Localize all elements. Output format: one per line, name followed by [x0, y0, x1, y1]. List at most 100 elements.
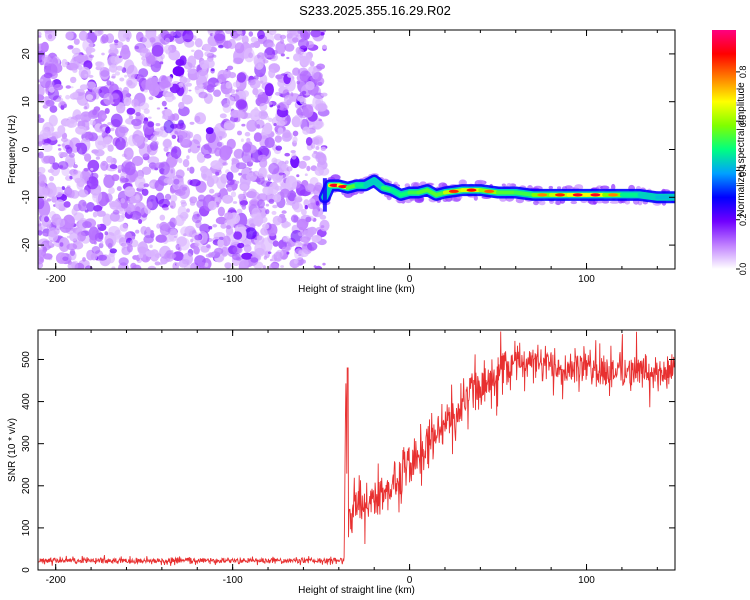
- noise-blob: [141, 166, 152, 175]
- noise-blob: [314, 265, 323, 269]
- noise-blob: [306, 165, 311, 172]
- noise-blob: [268, 68, 276, 79]
- noise-blob: [66, 146, 73, 154]
- noise-blob: [235, 89, 239, 92]
- noise-blob: [84, 209, 89, 213]
- noise-blob: [268, 251, 272, 254]
- noise-blob: [241, 35, 249, 45]
- noise-blob: [183, 62, 193, 70]
- noise-blob: [54, 186, 64, 198]
- noise-blob: [302, 230, 312, 236]
- noise-blob: [53, 83, 64, 91]
- noise-blob: [124, 74, 128, 78]
- noise-blob: [273, 123, 277, 127]
- spectrogram-x-tick-label: -100: [223, 274, 243, 285]
- noise-blob: [204, 51, 211, 57]
- noise-blob: [218, 44, 224, 49]
- noise-blob: [216, 141, 223, 147]
- ridge-segment: [513, 190, 536, 197]
- noise-blob: [110, 101, 115, 105]
- noise-blob: [102, 213, 112, 226]
- noise-blob: [59, 242, 64, 247]
- noise-blob: [149, 37, 156, 43]
- noise-blob: [235, 162, 247, 170]
- noise-blob: [41, 250, 47, 257]
- noise-blob: [228, 89, 236, 94]
- noise-blob: [191, 213, 202, 224]
- snr-y-tick-label: 500: [21, 351, 32, 368]
- noise-blob: [110, 127, 115, 132]
- noise-blob: [236, 30, 242, 35]
- noise-blob: [159, 214, 166, 221]
- noise-blob: [189, 139, 201, 154]
- noise-blob: [143, 120, 148, 124]
- noise-blob: [273, 33, 283, 41]
- noise-blob: [314, 166, 324, 176]
- noise-blob: [41, 155, 51, 164]
- noise-blob: [291, 203, 296, 207]
- noise-blob: [135, 229, 140, 234]
- noise-blob: [220, 100, 227, 105]
- noise-blob: [257, 193, 268, 202]
- noise-blob: [217, 206, 225, 217]
- noise-blob: [272, 193, 282, 203]
- noise-blob: [109, 43, 116, 48]
- noise-blob: [65, 85, 72, 89]
- noise-blob: [219, 113, 227, 119]
- noise-blob: [67, 261, 79, 269]
- noise-blob: [298, 160, 307, 169]
- noise-blob: [193, 49, 204, 60]
- noise-blob: [101, 139, 110, 148]
- noise-blob: [38, 84, 45, 98]
- noise-blob: [117, 30, 128, 42]
- noise-blob: [286, 56, 290, 60]
- noise-blob: [100, 160, 109, 171]
- noise-blob: [183, 78, 191, 83]
- noise-blob: [75, 54, 87, 63]
- noise-blob: [263, 255, 268, 260]
- noise-blob: [256, 235, 263, 241]
- noise-blob: [80, 111, 92, 123]
- noise-blob: [72, 164, 78, 169]
- noise-blob: [57, 125, 66, 135]
- noise-blob: [138, 68, 149, 78]
- ridge-halo-blob: [442, 198, 448, 202]
- noise-blob: [237, 242, 245, 249]
- noise-blob: [270, 54, 276, 59]
- noise-blob: [214, 30, 226, 44]
- noise-blob: [84, 176, 90, 182]
- noise-blob: [299, 236, 311, 243]
- noise-blob: [304, 205, 308, 210]
- noise-blob: [49, 105, 58, 113]
- noise-blob: [123, 86, 129, 94]
- noise-blob: [320, 92, 328, 97]
- noise-blob: [143, 88, 148, 93]
- noise-blob: [58, 148, 62, 151]
- noise-blob: [159, 245, 172, 259]
- noise-blob: [62, 256, 69, 262]
- noise-blob: [232, 201, 238, 204]
- noise-blob: [117, 164, 123, 171]
- noise-blob: [182, 30, 194, 43]
- noise-blob: [254, 247, 265, 257]
- noise-blob: [297, 48, 305, 55]
- noise-blob: [105, 198, 109, 203]
- noise-blob: [213, 232, 226, 240]
- noise-blob: [316, 63, 325, 70]
- noise-blob: [169, 194, 178, 203]
- noise-blob: [168, 228, 178, 242]
- noise-blob: [206, 84, 215, 93]
- noise-blob: [38, 255, 45, 265]
- noise-blob: [126, 244, 133, 253]
- noise-blob: [78, 30, 88, 41]
- noise-blob: [93, 149, 105, 157]
- noise-blob: [132, 155, 144, 167]
- noise-blob: [168, 146, 173, 150]
- noise-blob: [246, 191, 257, 199]
- noise-blob: [236, 257, 242, 261]
- noise-blob: [189, 179, 201, 187]
- noise-blob: [158, 198, 170, 208]
- noise-blob: [284, 160, 289, 164]
- noise-blob: [117, 124, 128, 137]
- noise-blob: [42, 143, 53, 153]
